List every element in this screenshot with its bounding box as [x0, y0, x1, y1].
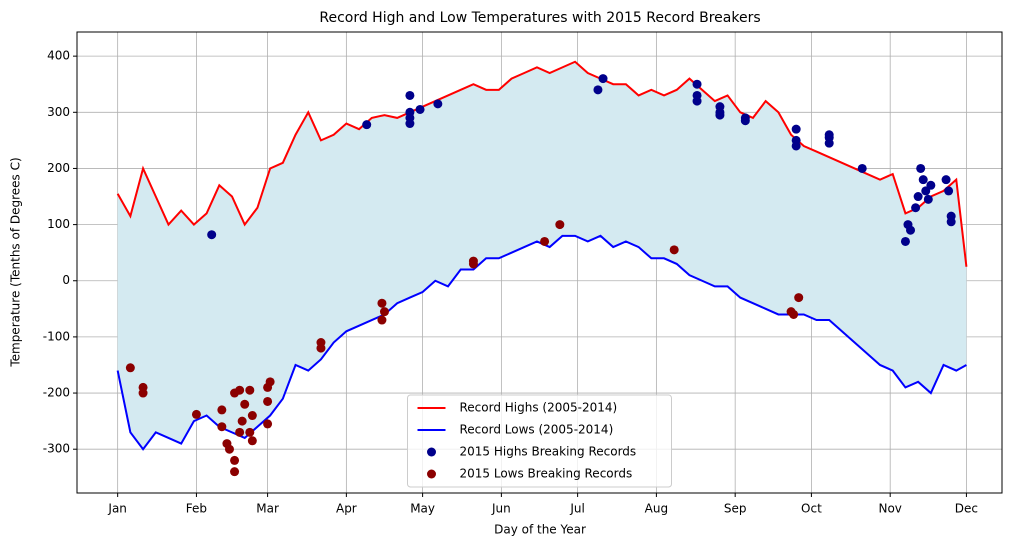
- point: [247, 411, 257, 421]
- point: [913, 192, 923, 202]
- y-tick-label: 300: [47, 105, 70, 119]
- legend-swatch: [427, 469, 436, 479]
- point: [900, 236, 910, 246]
- point: [692, 96, 702, 106]
- legend: Record Highs (2005-2014) Record Lows (200…: [407, 394, 672, 488]
- plot-area: [116, 60, 968, 477]
- point: [138, 388, 148, 398]
- point: [593, 85, 603, 95]
- point: [415, 104, 425, 114]
- x-tick-label: Apr: [336, 502, 357, 516]
- point: [405, 119, 415, 129]
- x-tick-label: Jul: [569, 502, 584, 516]
- x-tick-label: Mar: [256, 502, 279, 516]
- point: [740, 116, 750, 126]
- x-tick-label: Jun: [491, 502, 511, 516]
- point: [669, 245, 679, 255]
- point: [245, 385, 255, 395]
- point: [235, 427, 245, 437]
- point: [237, 416, 247, 426]
- y-tick-label: 0: [62, 273, 70, 287]
- point: [916, 163, 926, 173]
- plot-frame: [76, 31, 1003, 494]
- point: [911, 203, 921, 213]
- point: [794, 293, 804, 303]
- point: [217, 405, 227, 415]
- point: [941, 175, 951, 185]
- x-tick-label: Sep: [724, 502, 747, 516]
- y-axis-label: Temperature (Tenths of Degrees C): [9, 157, 23, 367]
- x-tick-label: Jan: [107, 502, 127, 516]
- point: [224, 444, 234, 454]
- point: [379, 307, 389, 317]
- point: [125, 363, 135, 373]
- point: [540, 236, 550, 246]
- point: [789, 309, 799, 319]
- point: [362, 120, 372, 130]
- y-tick-label: -300: [43, 442, 70, 456]
- point: [405, 90, 415, 100]
- x-tick-label: Feb: [186, 502, 207, 516]
- legend-swatch: [427, 447, 436, 457]
- x-tick-label: May: [410, 502, 435, 516]
- x-tick-label: Dec: [955, 502, 978, 516]
- point: [598, 74, 608, 84]
- y-tick-label: 100: [47, 217, 70, 231]
- x-tick-label: Nov: [878, 502, 901, 516]
- range-fill: [117, 61, 967, 450]
- point: [555, 220, 565, 230]
- point: [235, 385, 245, 395]
- y-tick-label: -100: [43, 329, 70, 343]
- point: [791, 124, 801, 134]
- point: [316, 343, 326, 353]
- legend-label: 2015 Lows Breaking Records: [460, 467, 633, 481]
- point: [207, 230, 217, 240]
- point: [240, 399, 250, 409]
- point: [857, 163, 867, 173]
- point: [944, 186, 954, 196]
- x-axis-label: Day of the Year: [494, 523, 586, 537]
- legend-box: [407, 394, 672, 488]
- point: [791, 141, 801, 151]
- legend-label: Record Highs (2005-2014): [460, 401, 618, 415]
- point: [247, 436, 257, 446]
- line: [116, 60, 968, 267]
- point: [230, 467, 240, 477]
- point: [468, 259, 478, 269]
- y-tick-label: 400: [47, 49, 70, 63]
- point: [946, 217, 956, 227]
- y-tick-label: -200: [43, 386, 70, 400]
- point: [377, 315, 387, 325]
- point: [715, 110, 725, 120]
- point: [265, 377, 275, 387]
- point: [923, 194, 933, 204]
- chart-title: Record High and Low Temperatures with 20…: [319, 10, 760, 26]
- point: [377, 298, 387, 308]
- y-tick-label: 200: [47, 161, 70, 175]
- point: [918, 175, 928, 185]
- x-tick-label: Aug: [645, 502, 668, 516]
- point: [245, 427, 255, 437]
- point: [926, 180, 936, 190]
- x-tick-label: Oct: [801, 502, 822, 516]
- point: [906, 225, 916, 235]
- point: [230, 455, 240, 465]
- legend-label: Record Lows (2005-2014): [460, 423, 614, 437]
- point: [263, 396, 273, 406]
- point: [217, 422, 227, 432]
- point: [263, 419, 273, 429]
- point: [692, 79, 702, 89]
- point: [191, 409, 201, 419]
- point: [824, 138, 834, 148]
- legend-label: 2015 Highs Breaking Records: [460, 445, 637, 459]
- point: [433, 99, 443, 109]
